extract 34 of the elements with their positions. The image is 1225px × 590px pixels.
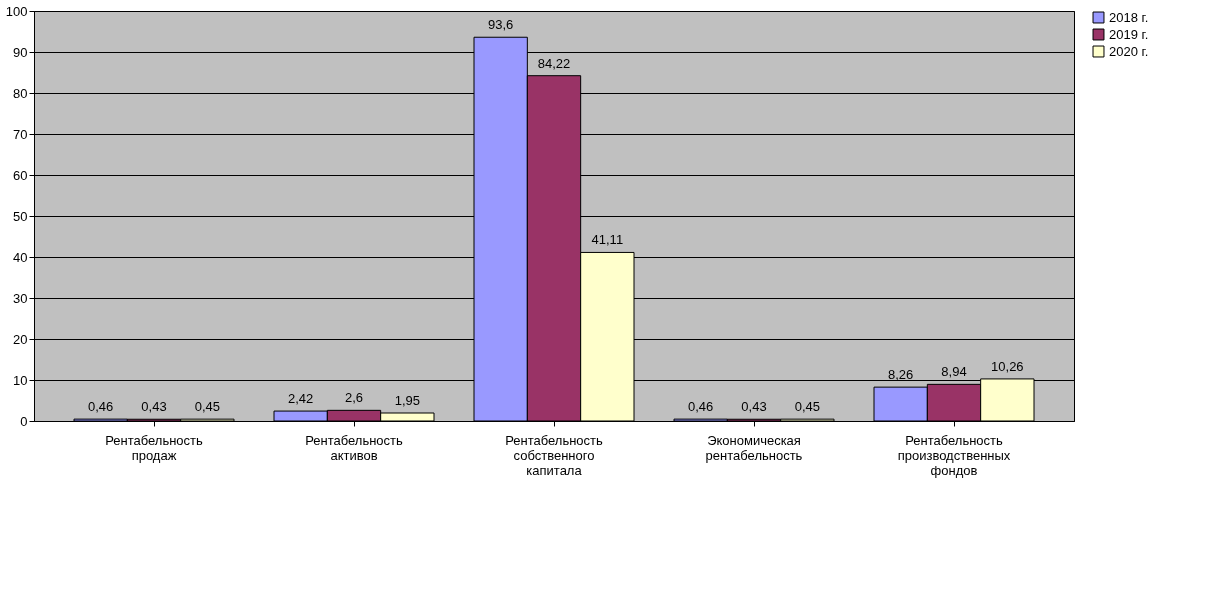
y-tick-label: 60 [13,167,28,183]
data-label: 41,11 [591,232,624,248]
y-tick-label: 20 [13,331,28,347]
legend-label: 2018 г. [1109,9,1149,25]
data-label: 8,26 [888,367,914,383]
y-tick-label: 100 [5,3,28,19]
data-label: 10,26 [991,358,1024,374]
data-label: 0,43 [141,399,167,415]
y-tick-label: 70 [13,126,28,142]
y-tick-label: 90 [13,44,28,60]
data-label: 0,43 [741,399,767,415]
y-tick-label: 40 [13,249,28,265]
legend-label: 2020 г. [1109,43,1149,59]
x-tick-label: Рентабельность активов [305,432,404,463]
data-label: 8,94 [941,364,967,380]
y-tick-label: 50 [13,208,28,224]
data-label: 93,6 [488,17,514,33]
y-tick-label: 0 [20,413,28,429]
x-tick-label: Рентабельность продаж [105,432,204,463]
legend-label: 2019 г. [1109,26,1149,42]
data-label: 84,22 [537,55,571,71]
y-tick-label: 80 [13,85,28,101]
data-label: 0,45 [194,399,220,415]
x-tick-label: Экономическая рентабельность [705,432,803,463]
data-label: 0,45 [794,399,820,415]
y-tick-label: 30 [13,290,28,306]
data-label: 0,46 [688,399,714,415]
x-tick-label: Рентабельность собственного капитала [505,432,604,478]
data-label: 2,42 [288,391,314,407]
x-tick-label: Рентабельность производственных фондов [897,432,1011,478]
data-label: 0,46 [88,399,114,415]
data-label: 2,6 [344,390,364,406]
data-label: 1,95 [394,393,420,409]
y-tick-label: 10 [13,372,28,388]
